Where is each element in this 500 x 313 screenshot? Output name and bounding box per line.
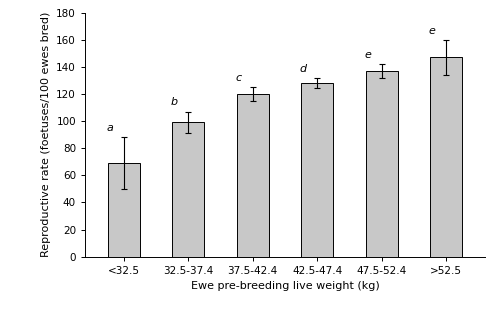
Bar — [236, 94, 269, 257]
Bar — [430, 57, 462, 257]
Text: e: e — [428, 26, 436, 36]
Bar — [301, 83, 334, 257]
Y-axis label: Reproductive rate (foetuses/100 ewes bred): Reproductive rate (foetuses/100 ewes bre… — [40, 12, 50, 257]
Text: a: a — [106, 123, 113, 133]
Bar — [172, 122, 204, 257]
Text: b: b — [170, 97, 177, 107]
Bar — [108, 163, 140, 257]
Text: e: e — [364, 50, 371, 60]
Text: d: d — [300, 64, 306, 74]
X-axis label: Ewe pre-breeding live weight (kg): Ewe pre-breeding live weight (kg) — [190, 281, 380, 291]
Bar — [366, 71, 398, 257]
Text: c: c — [236, 73, 242, 83]
